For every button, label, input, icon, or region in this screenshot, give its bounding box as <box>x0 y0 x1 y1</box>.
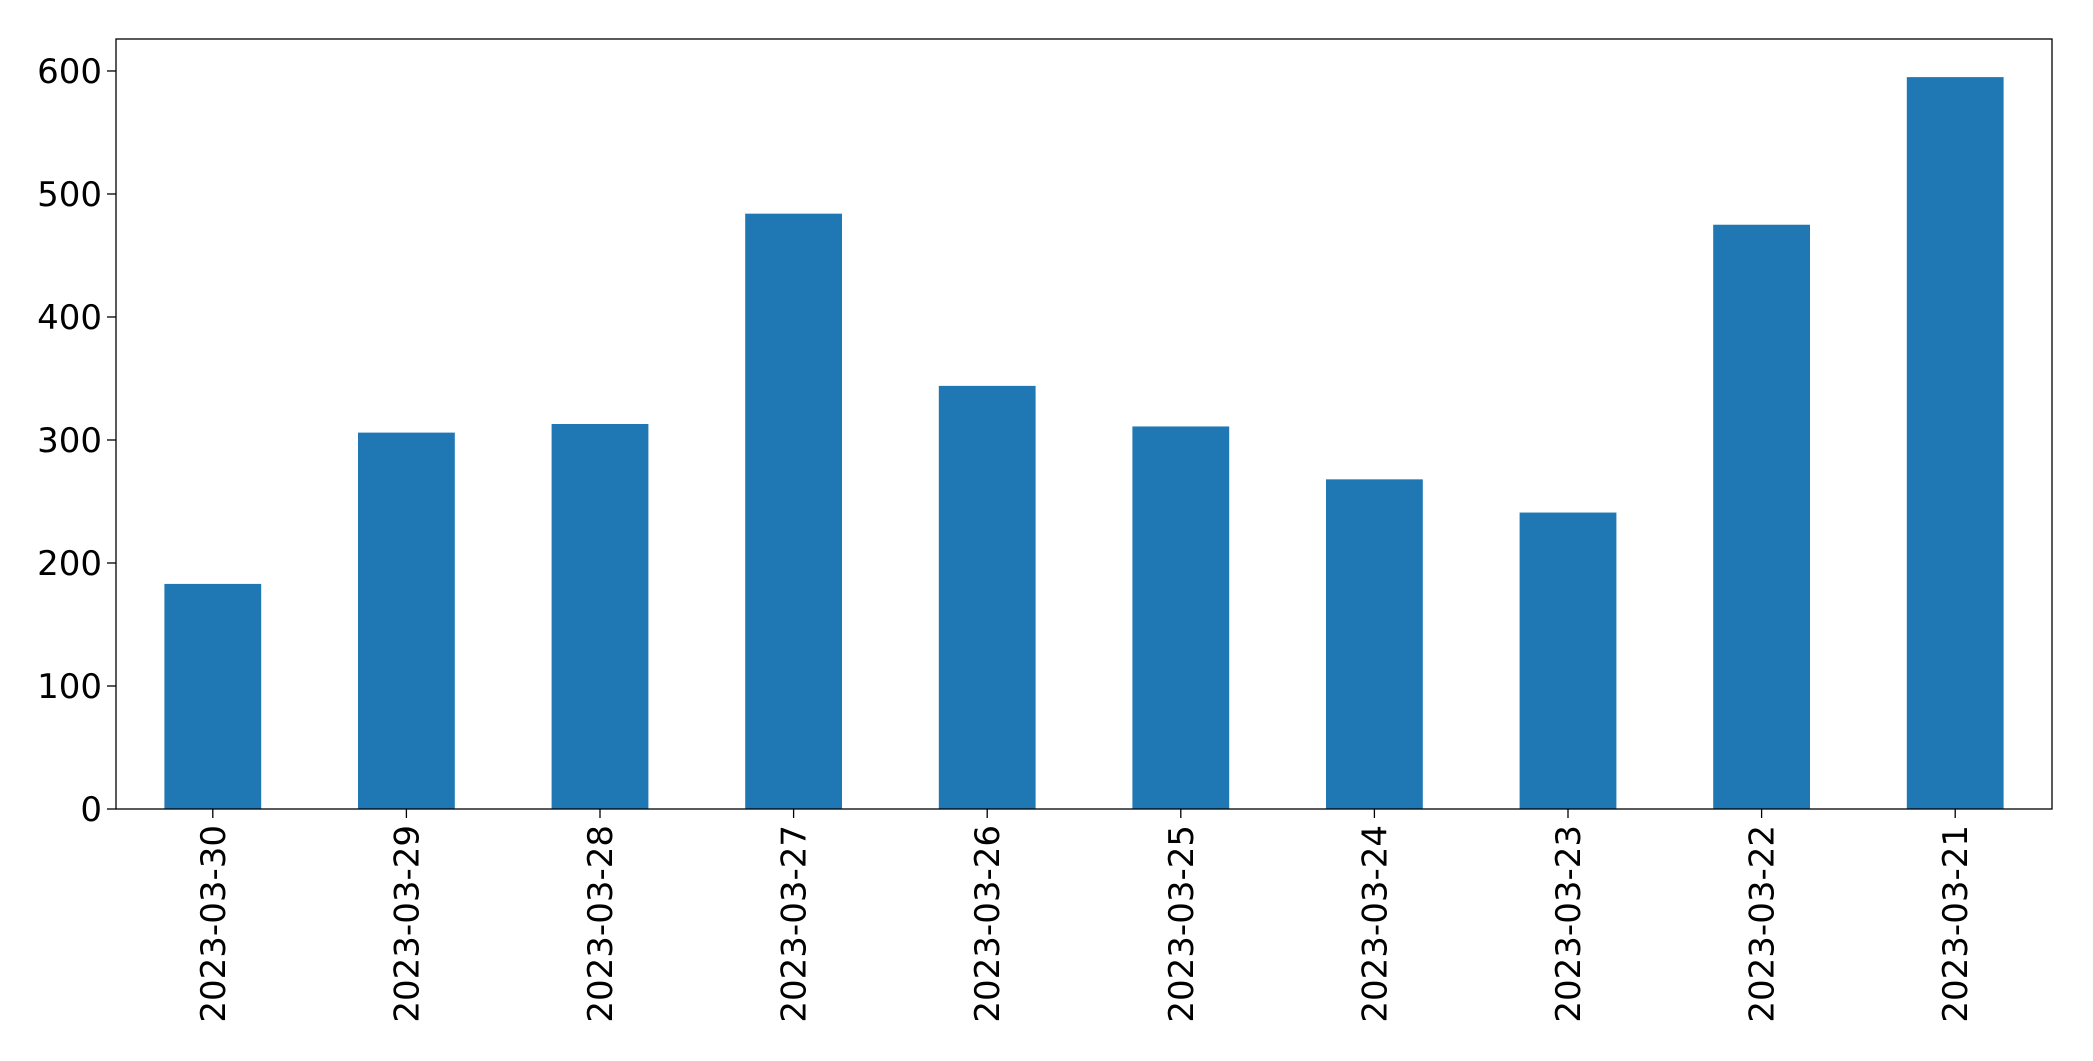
x-tick-label: 2023-03-30 <box>194 825 234 1023</box>
x-tick-label: 2023-03-25 <box>1162 825 1202 1023</box>
y-tick-label: 200 <box>37 544 102 584</box>
y-tick-label: 500 <box>37 175 102 215</box>
bar <box>1906 77 2004 810</box>
plot-frame <box>115 38 2053 810</box>
x-tick-label: 2023-03-23 <box>1549 825 1589 1023</box>
y-tick-label: 400 <box>37 298 102 338</box>
y-tick-label: 0 <box>80 790 102 830</box>
x-tick-label: 2023-03-22 <box>1743 825 1783 1023</box>
bar <box>358 432 455 809</box>
bar <box>1713 224 1810 810</box>
bar <box>164 583 262 809</box>
bar <box>1132 426 1230 809</box>
y-tick-label: 300 <box>37 421 102 461</box>
bar <box>1326 479 1423 809</box>
y-tick-label: 100 <box>37 667 102 707</box>
y-tick-label: 600 <box>37 52 102 92</box>
x-tick-label: 2023-03-26 <box>968 825 1008 1023</box>
bar <box>551 424 649 809</box>
x-tick-label: 2023-03-24 <box>1355 825 1395 1023</box>
x-tick-label: 2023-03-28 <box>581 825 621 1023</box>
bar <box>1519 512 1617 809</box>
bar <box>745 213 842 809</box>
x-tick-label: 2023-03-29 <box>387 825 427 1023</box>
bar <box>938 385 1036 809</box>
x-tick-label: 2023-03-21 <box>1936 825 1976 1023</box>
x-tick-label: 2023-03-27 <box>775 825 815 1023</box>
